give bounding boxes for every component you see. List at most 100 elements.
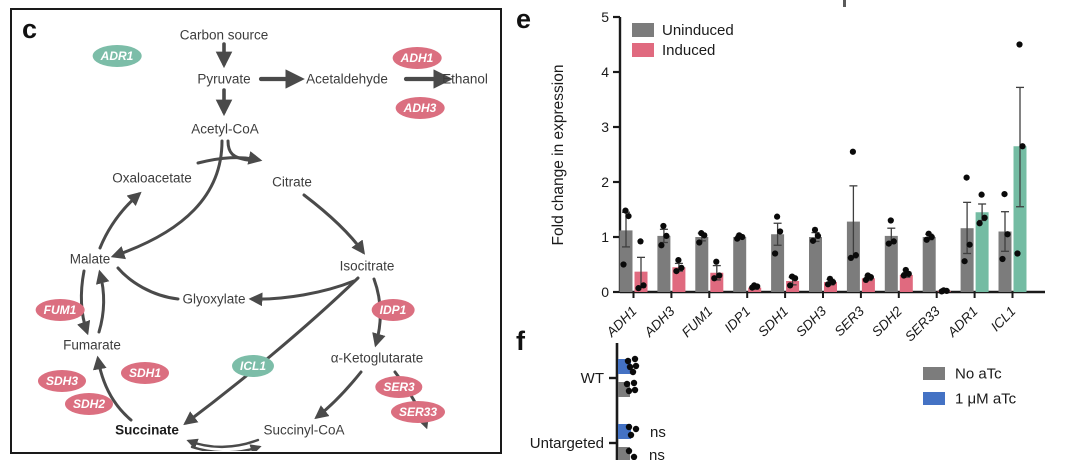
panel-c-box: c	[10, 8, 502, 454]
gene-oval-ser33: SER33	[390, 401, 446, 423]
e-point	[900, 272, 907, 279]
gene-oval-fum1: FUM1	[35, 299, 85, 321]
e-point	[976, 220, 983, 227]
e-point	[716, 272, 723, 279]
e-bar-uninduced-ser33	[922, 237, 936, 292]
f-point	[625, 387, 633, 395]
e-bar-induced-sdh3	[824, 282, 837, 292]
pathway-node-pyruvate: Pyruvate	[197, 71, 251, 87]
pathway-node-succinyl-coa: Succinyl-CoA	[263, 422, 345, 438]
pathway-node-isocitrate: Isocitrate	[339, 258, 395, 274]
e-bar-uninduced-sdh2	[884, 235, 898, 292]
e-point	[622, 207, 629, 214]
gene-oval-sdh3: SDH3	[37, 370, 87, 392]
e-point	[847, 254, 854, 261]
crop-artifact-tick	[843, 0, 846, 7]
gene-oval-adh1: ADH1	[392, 47, 442, 69]
f-point	[624, 357, 632, 365]
e-point	[826, 275, 834, 282]
pathway-node-succinate: Succinate	[115, 422, 179, 438]
e-point	[981, 214, 988, 221]
pathway-arrows	[77, 42, 453, 451]
e-point	[923, 236, 930, 243]
f-point	[627, 431, 635, 439]
e-bar-uninduced-adh1	[619, 230, 633, 292]
panel-e-label: e	[516, 4, 532, 34]
gene-oval-adr1: ADR1	[92, 45, 142, 67]
gene-oval-adh3: ADH3	[395, 97, 445, 119]
e-point	[925, 230, 932, 237]
e-point	[625, 213, 632, 220]
e-ytick-label-4: 4	[601, 64, 609, 80]
e-bar-induced-sdh2	[899, 274, 913, 292]
e-point	[663, 232, 670, 239]
e-bar-induced-adr1	[975, 212, 989, 292]
e-point	[849, 148, 856, 155]
f-legend-label-atc: 1 μM aTc	[955, 391, 1017, 408]
f-point	[632, 362, 640, 370]
e-point	[1016, 41, 1023, 48]
e-point	[864, 272, 871, 279]
f-point	[626, 363, 634, 371]
e-point	[1019, 143, 1026, 150]
gene-oval-idp1: IDP1	[371, 299, 415, 321]
e-bar-uninduced-sdh1	[771, 234, 785, 292]
e-point	[660, 222, 667, 230]
e-bar-uninduced-adh3	[657, 235, 671, 292]
e-point	[852, 252, 859, 259]
e-ytick-label-3: 3	[601, 119, 609, 135]
pathway-node-alpha-ketoglutarate: α-Ketoglutarate	[330, 350, 424, 366]
e-point	[698, 230, 705, 237]
e-point	[961, 258, 968, 265]
e-point	[751, 282, 758, 289]
e-point	[635, 285, 642, 292]
f-point	[630, 379, 638, 387]
panel-f-label: f	[516, 326, 525, 356]
pathway-node-ethanol: Ethanol	[442, 71, 488, 87]
e-point	[1014, 250, 1021, 257]
f-sig-label: ns	[649, 447, 665, 460]
e-bar-uninduced-fum1	[695, 237, 709, 292]
e-bar-uninduced-idp1	[733, 237, 747, 292]
f-category-label-untargeted: Untargeted	[530, 435, 604, 452]
e-point	[789, 273, 796, 280]
e-point	[777, 228, 784, 235]
e-point	[814, 232, 822, 239]
e-point	[978, 191, 985, 198]
e-y-axis-title: Fold change in expression	[550, 65, 567, 246]
f-point	[623, 380, 631, 388]
gene-oval-sdh1: SDH1	[120, 362, 170, 384]
pathway-node-oxaloacetate: Oxaloacetate	[112, 170, 192, 186]
e-point	[811, 226, 819, 233]
f-point	[625, 423, 633, 431]
f-point	[631, 386, 639, 394]
pathway-node-acetaldehyde: Acetaldehyde	[306, 71, 388, 87]
pathway-node-fumarate: Fumarate	[63, 337, 121, 353]
f-point	[631, 355, 639, 363]
expression-bar-chart: 0 1 2 3 4 5 Fold change in expression Uninduced…	[550, 9, 1045, 344]
e-point	[885, 240, 892, 247]
gene-oval-sdh2: SDH2	[64, 393, 114, 415]
e-point	[678, 264, 685, 271]
f-sig-label: ns	[650, 424, 666, 441]
f-legend-swatch-atc	[923, 392, 945, 405]
e-point	[774, 213, 781, 220]
e-point	[696, 239, 703, 246]
e-point	[902, 266, 909, 274]
e-point	[787, 282, 794, 289]
e-point	[1004, 231, 1011, 238]
f-legend-label-no-atc: No aTc	[955, 366, 1002, 383]
e-ytick-label-5: 5	[601, 9, 609, 25]
pathway-node-acetyl-coa: Acetyl-CoA	[191, 121, 259, 137]
pathway-node-carbon-source: Carbon source	[179, 27, 269, 43]
pathway-node-glyoxylate: Glyoxylate	[182, 291, 246, 307]
e-ytick-label-2: 2	[601, 174, 609, 190]
e-legend-swatch-induced	[632, 43, 654, 57]
e-point	[736, 232, 743, 239]
e-point	[966, 241, 973, 248]
e-point	[711, 275, 718, 282]
e-ytick-label-0: 0	[601, 284, 609, 300]
f-point	[632, 425, 640, 433]
f-category-label-wt: WT	[581, 370, 604, 387]
